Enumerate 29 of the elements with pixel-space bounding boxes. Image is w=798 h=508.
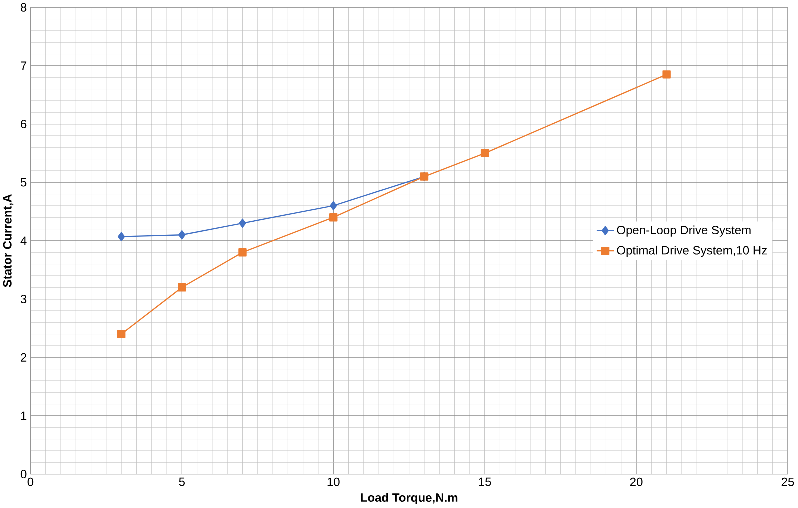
x-tick-label: 25 [782,478,794,486]
point [178,284,186,292]
x-axis-title: Load Torque,N.m [361,493,458,505]
y-axis-title: Stator Current,A [3,194,14,288]
y-tick-label: 3 [20,295,27,304]
point [480,149,490,158]
point [330,201,338,211]
x-tick-label: 15 [479,478,492,486]
y-tick-label: 5 [20,178,27,187]
point [178,230,186,240]
point [239,218,246,228]
point [330,214,338,222]
x-tick-label: 20 [630,478,643,486]
point [117,330,126,338]
y-tick-label: 8 [20,3,27,12]
legend-label: Optimal Drive System,10 Hz [617,246,767,258]
x-tick-label: 5 [179,478,185,486]
y-tick-label: 2 [21,354,27,362]
y-tick-label: 6 [21,120,27,129]
x-tick-label: 10 [328,478,340,486]
point [238,248,247,257]
y-tick-label: 1 [21,412,27,420]
y-tick-label: 0 [20,470,27,479]
point [118,232,126,242]
legend-label: Open-Loop Drive System [617,226,751,238]
y-tick-label: 4 [20,236,27,246]
x-tick-label: 0 [28,478,34,486]
point [662,70,671,79]
y-tick-label: 7 [21,62,27,70]
